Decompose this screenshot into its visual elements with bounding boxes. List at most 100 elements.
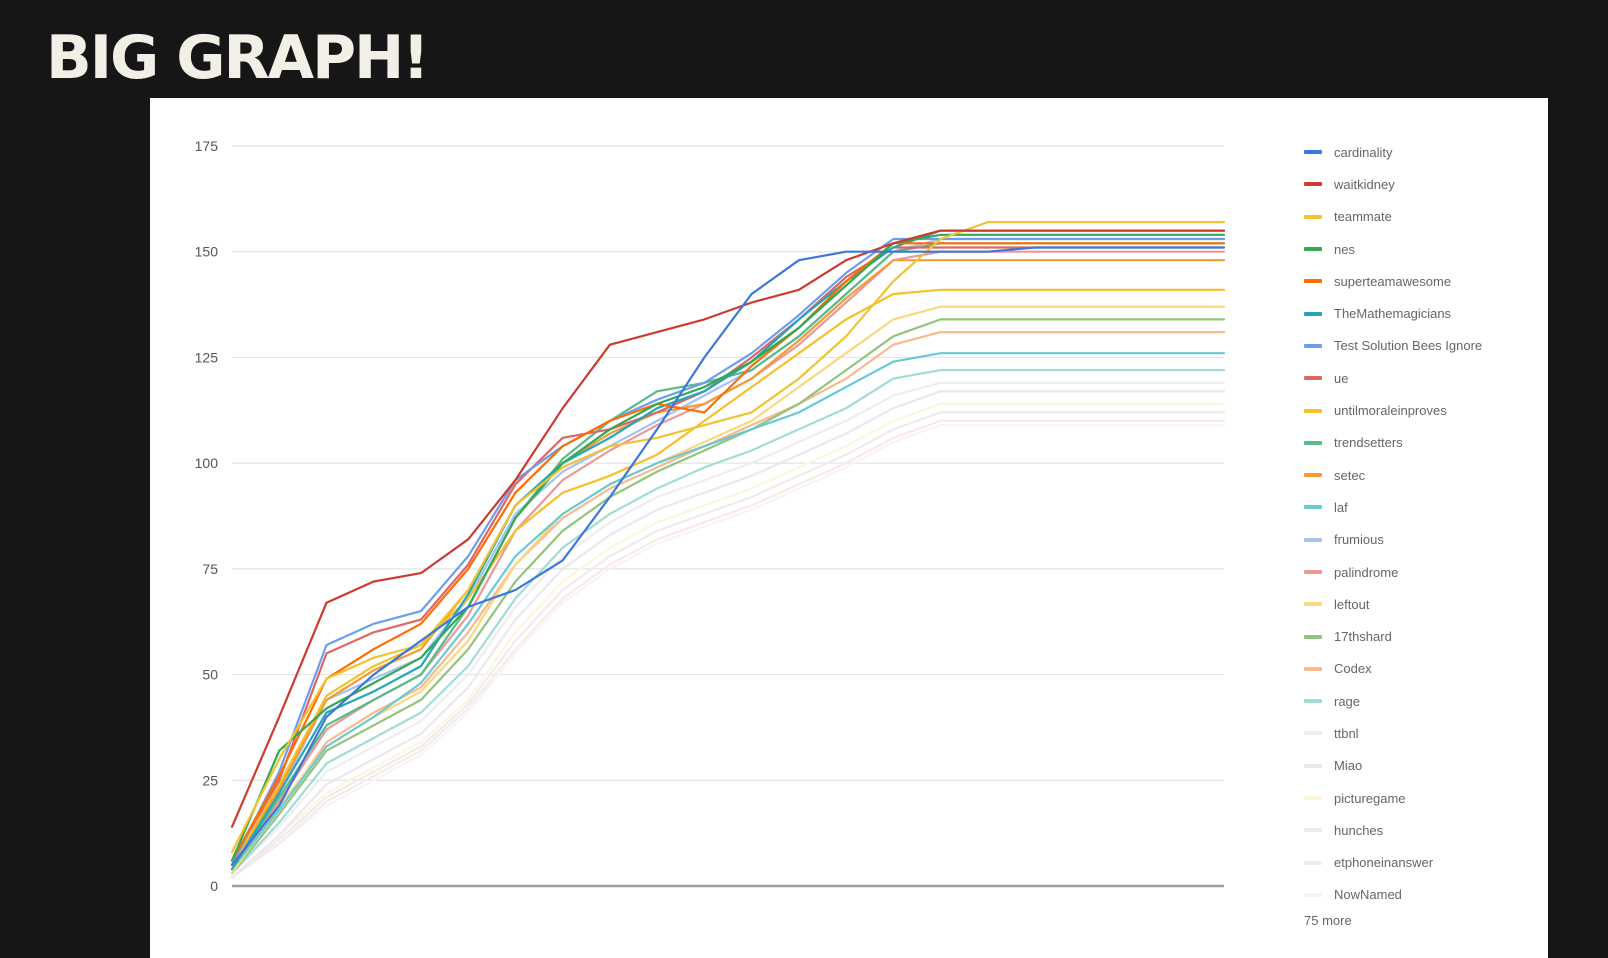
series-line-untilmoraleinproves [230, 288, 1226, 867]
legend-swatch [1304, 311, 1322, 316]
legend-swatch [1304, 634, 1322, 639]
series-line-cardinality [230, 246, 1226, 867]
legend-label: setec [1334, 467, 1366, 483]
legend-label: TheMathemagicians [1334, 306, 1452, 322]
legend-item[interactable]: laf [1304, 491, 1544, 523]
legend-label: hunches [1334, 822, 1384, 838]
legend-item[interactable]: ttbnl [1304, 717, 1544, 749]
legend-item[interactable]: Test Solution Bees Ignore [1304, 330, 1544, 362]
series-line-picturegame [230, 402, 1226, 879]
legend-swatch [1304, 763, 1322, 768]
line-chart: 0 25 50 75 100 125 150 175 [195, 138, 1226, 894]
series-line-trendsetters [230, 242, 1226, 871]
legend-swatch [1304, 247, 1322, 252]
legend-item[interactable]: frumious [1304, 524, 1544, 556]
legend-label: teammate [1334, 209, 1392, 225]
legend-swatch [1304, 796, 1322, 801]
y-tick-label: 150 [195, 244, 219, 260]
legend-label: superteamawesome [1334, 273, 1452, 289]
y-tick-label: 0 [210, 878, 218, 894]
legend-item[interactable]: teammate [1304, 201, 1544, 233]
legend-swatch [1304, 279, 1322, 284]
legend-item[interactable]: untilmoraleinproves [1304, 394, 1544, 426]
legend-item[interactable]: picturegame [1304, 782, 1544, 814]
legend-label: laf [1334, 499, 1348, 515]
legend-swatch [1304, 860, 1322, 865]
legend-swatch [1304, 214, 1322, 219]
legend-item[interactable]: etphoneinanswer [1304, 847, 1544, 879]
legend-label: Codex [1334, 661, 1372, 677]
legend-swatch [1304, 182, 1322, 187]
series-line-miao [230, 390, 1226, 879]
series-line-laf [230, 352, 1226, 871]
legend-swatch [1304, 537, 1322, 542]
legend-item[interactable]: leftout [1304, 588, 1544, 620]
series-line-nownamed [230, 424, 1226, 879]
legend-swatch [1304, 440, 1322, 445]
legend-more-link[interactable]: 75 more [1304, 913, 1352, 929]
legend-label: leftout [1334, 596, 1370, 612]
y-tick-label: 125 [195, 349, 219, 365]
legend-swatch [1304, 570, 1322, 574]
legend-swatch [1304, 376, 1322, 381]
legend-swatch [1304, 731, 1322, 736]
y-tick-label: 75 [202, 561, 218, 577]
legend-label: waitkidney [1334, 176, 1395, 192]
y-tick-label: 175 [195, 138, 219, 154]
series-line-hunches [230, 411, 1226, 879]
legend-item[interactable]: 17thshard [1304, 620, 1544, 652]
legend-item[interactable]: waitkidney [1304, 168, 1544, 200]
legend-item[interactable]: rage [1304, 685, 1544, 717]
slide-title: BIG GRAPH! [46, 23, 430, 93]
series-line-17thshard [230, 318, 1226, 875]
y-tick-label: 50 [202, 667, 218, 683]
series-line-setec [230, 259, 1226, 867]
series-line-superteamawesome [230, 242, 1226, 862]
legend-item[interactable]: TheMathemagicians [1304, 297, 1544, 329]
legend-swatch [1304, 343, 1322, 348]
legend-item[interactable]: cardinality [1304, 136, 1544, 168]
legend-swatch [1304, 473, 1322, 478]
legend-label: Test Solution Bees Ignore [1334, 338, 1483, 354]
legend-label: ue [1334, 370, 1349, 386]
legend-label: NowNamed [1334, 887, 1402, 903]
series-line-rage [230, 369, 1226, 875]
series-line-frumious [230, 237, 1226, 871]
legend-label: nes [1334, 241, 1355, 257]
series-line-teammate [230, 220, 1226, 854]
legend-label: Miao [1334, 758, 1363, 774]
legend-label: palindrome [1334, 564, 1399, 580]
legend-swatch [1304, 699, 1322, 704]
legend-label: untilmoraleinproves [1334, 403, 1447, 419]
legend-swatch [1304, 408, 1322, 413]
series-line-nes [230, 233, 1226, 862]
legend-swatch [1304, 150, 1322, 155]
legend-item[interactable]: setec [1304, 459, 1544, 491]
legend-item[interactable]: trendsetters [1304, 427, 1544, 459]
legend-label: cardinality [1334, 144, 1393, 160]
y-tick-label: 100 [195, 455, 219, 471]
legend-label: frumious [1334, 532, 1384, 548]
legend-swatch [1304, 602, 1322, 607]
legend-item[interactable]: hunches [1304, 814, 1544, 846]
y-tick-label: 25 [202, 772, 218, 788]
legend-swatch [1304, 828, 1322, 833]
legend-label: rage [1334, 693, 1361, 709]
legend-item[interactable]: palindrome [1304, 556, 1544, 588]
chart-panel: 0 25 50 75 100 125 150 175 cardinality waitkidne… [150, 98, 1548, 958]
legend-item[interactable]: NowNamed [1304, 879, 1544, 911]
chart-legend: cardinality waitkidney teammate nes supertea… [1304, 136, 1544, 928]
legend-item[interactable]: superteamawesome [1304, 265, 1544, 297]
legend-item[interactable]: nes [1304, 233, 1544, 265]
series-line-etphoneinanswer [230, 419, 1226, 879]
legend-label: trendsetters [1334, 435, 1403, 451]
legend-item[interactable]: ue [1304, 362, 1544, 394]
legend-item[interactable]: Miao [1304, 750, 1544, 782]
legend-swatch [1304, 505, 1322, 510]
series-line-ttbnl [230, 381, 1226, 875]
series-line-leftout [230, 305, 1226, 875]
legend-label: 17thshard [1334, 629, 1392, 645]
legend-label: ttbnl [1334, 725, 1359, 741]
legend-swatch [1304, 892, 1322, 897]
legend-item[interactable]: Codex [1304, 653, 1544, 685]
